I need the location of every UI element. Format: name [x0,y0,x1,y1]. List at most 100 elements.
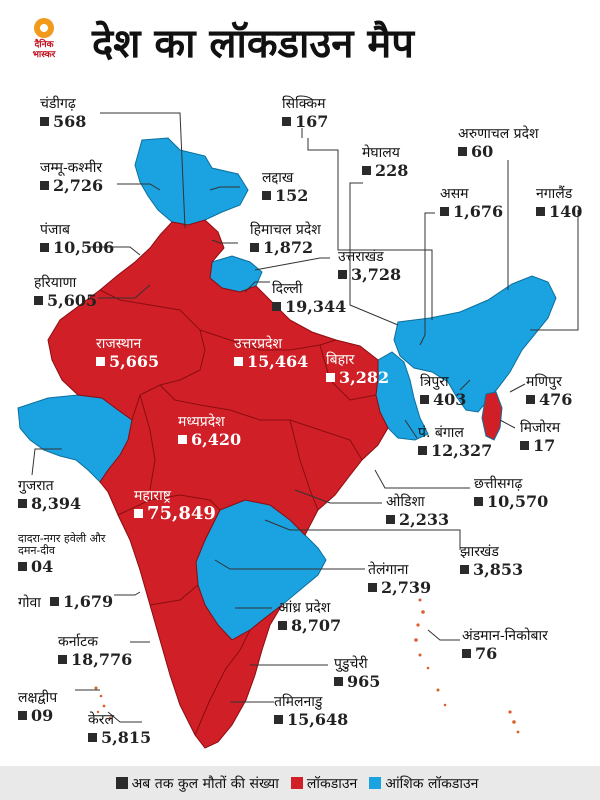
death-count: 2,726 [40,176,103,195]
label-andaman: अंडमान-निकोबार 76 [462,628,548,663]
state-name: पंजाब [40,222,70,238]
death-count: 2,233 [386,510,449,529]
state-name: मिजोरम [520,420,561,436]
label-telangana: तेलंगाना 2,739 [368,562,431,597]
death-count: 3,853 [460,560,523,579]
death-count: 1,679 [50,592,113,611]
death-count: 17 [520,436,560,455]
death-count: 568 [40,112,86,131]
newspaper-logo: दैनिक भास्कर [22,18,66,68]
region-jammu-kashmir [134,137,249,226]
label-rajasthan: राजस्थान 5,665 [96,336,159,371]
state-name: आंध्र प्रदेश [278,600,331,616]
state-name: उत्तराखंड [338,249,384,265]
death-count: 09 [18,706,57,725]
state-name: असम [440,186,469,202]
state-name: दिल्ली [272,281,303,297]
state-name: चंडीगढ़ [40,96,76,112]
leader-lines [31,112,579,723]
label-chhattisgarh: छत्तीसगढ़ 10,570 [474,476,548,511]
label-maharashtra: महाराष्ट्र 75,849 [134,488,216,523]
state-name: महाराष्ट्र [134,488,171,504]
label-punjab: पंजाब 10,506 [40,222,114,257]
state-name: केरल [88,712,114,728]
state-name: बिहार [326,352,355,368]
state-name: पं. बंगाल [418,425,464,441]
state-name: राजस्थान [96,336,142,352]
state-name: झारखंड [460,544,499,560]
state-name: मेघालय [362,145,400,161]
legend-lockdown: लॉकडाउन [290,774,358,793]
label-bihar: बिहार 3,282 [326,352,389,387]
state-name: हरियाणा [34,275,77,291]
death-count: 2,739 [368,578,431,597]
lakshadweep-islands [94,686,112,720]
death-count: 76 [462,644,548,663]
state-name: लक्षद्वीप [18,690,58,706]
death-count: 140 [536,202,582,221]
label-gujarat: गुजरात 8,394 [18,478,81,513]
logo-text: दैनिक भास्कर [32,40,56,60]
label-kerala: केरल 5,815 [88,712,151,747]
label-karnataka: कर्नाटक 18,776 [58,634,132,669]
label-chandigarh: चंडीगढ़ 568 [40,96,86,131]
death-count: 12,327 [418,441,492,460]
death-count: 15,464 [234,352,308,371]
label-puducherry: पुडुचेरी 965 [334,656,380,691]
death-count: 8,394 [18,494,81,513]
death-count: 152 [262,186,308,205]
legend-deaths: अब तक कुल मौतों की संख्या [115,774,279,793]
state-name: सिक्किम [282,96,326,112]
death-count: 6,420 [178,430,241,449]
state-name: उत्तरप्रदेश [234,336,282,352]
state-name: दादरा-नगर हवेली और दमन-दीव [18,532,106,557]
state-name: गुजरात [18,478,54,494]
label-lakshadweep: लक्षद्वीप 09 [18,690,57,725]
label-tamil-nadu: तमिलनाडु 15,648 [274,694,348,729]
state-name: ओडिशा [386,494,425,510]
death-count: 60 [458,142,539,161]
death-count: 167 [282,112,328,131]
state-name: तमिलनाडु [274,694,323,710]
sun-logo-icon [34,18,54,38]
state-name: छत्तीसगढ़ [474,476,523,492]
legend-lockdown-label: लॉकडाउन [306,775,358,792]
death-count: 04 [18,557,110,576]
label-uttar-pradesh: उत्तरप्रदेश 15,464 [234,336,308,371]
death-count: 18,776 [58,650,132,669]
death-count: 19,344 [272,297,346,316]
region-mizoram-tripura [481,391,503,441]
label-nagaland: नगालैंड 140 [536,186,582,221]
label-madhya-pradesh: मध्यप्रदेश 6,420 [178,414,241,449]
label-andhra: आंध्र प्रदेश 8,707 [278,600,341,635]
death-count: 5,605 [34,291,97,310]
label-sikkim: सिक्किम 167 [282,96,328,131]
label-haryana: हरियाणा 5,605 [34,275,97,310]
label-meghalaya: मेघालय 228 [362,145,408,180]
legend-partial: आंशिक लॉकडाउन [369,774,478,793]
death-count: 1,872 [250,238,321,257]
death-count: 15,648 [274,710,348,729]
death-count: 10,570 [474,492,548,511]
death-count: 3,728 [338,265,401,284]
label-ladakh: लद्दाख 152 [262,170,308,205]
label-goa: गोवा 1,679 [18,592,113,611]
legend-swatch-partial [369,776,382,789]
state-name: पुडुचेरी [334,656,368,672]
label-himachal: हिमाचल प्रदेश 1,872 [250,222,321,257]
label-dnh-dd: दादरा-नगर हवेली और दमन-दीव 04 [18,532,110,577]
label-west-bengal: पं. बंगाल 12,327 [418,425,492,460]
state-name: मणिपुर [526,374,562,390]
death-count: 476 [526,390,572,409]
death-count: 75,849 [134,504,216,523]
label-manipur: मणिपुर 476 [526,374,572,409]
death-count: 3,282 [326,368,389,387]
andaman-islands [414,598,520,734]
state-name: तेलंगाना [368,562,409,578]
death-count: 8,707 [278,616,341,635]
state-name: गोवा [18,595,41,611]
death-count: 228 [362,161,408,180]
death-count: 10,506 [40,238,114,257]
label-odisha: ओडिशा 2,233 [386,494,449,529]
page-title: देश का लॉकडाउन मैप [92,21,415,67]
